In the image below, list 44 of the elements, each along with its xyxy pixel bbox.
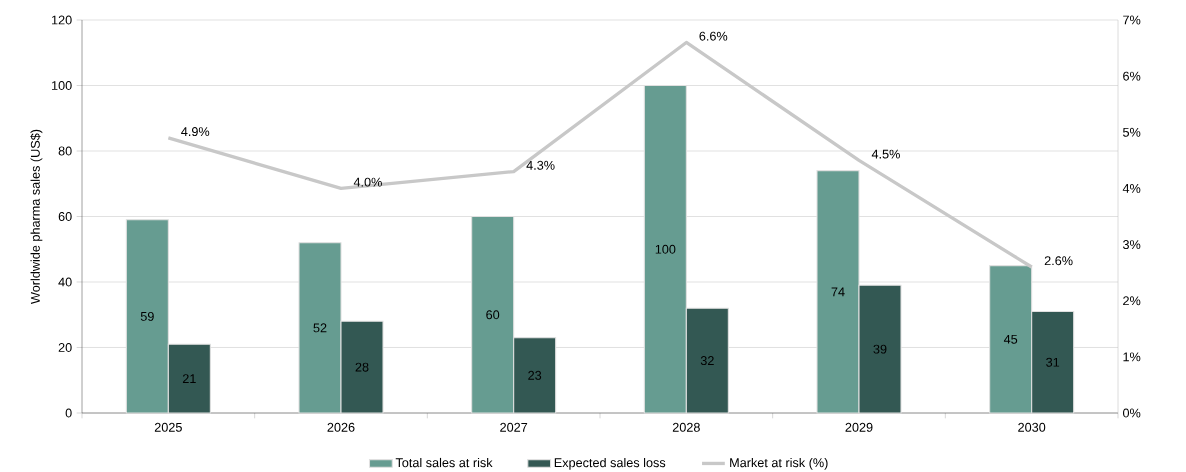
x-tick-label: 2027	[500, 422, 528, 432]
data-label: 6.6%	[699, 31, 728, 41]
data-label: 74	[831, 287, 845, 297]
data-label: 23	[528, 370, 542, 380]
y2-tick-label: 7%	[1123, 15, 1141, 25]
x-tick-label: 2030	[1018, 422, 1046, 432]
y2-tick-label: 4%	[1122, 184, 1141, 193]
data-label: 100	[655, 244, 676, 254]
y2-tick-label: 2%	[1123, 296, 1141, 306]
data-label: 4.3%	[526, 160, 555, 170]
data-label: 60	[486, 310, 500, 320]
legend-label: Market at risk (%)	[730, 457, 828, 470]
x-tick-label: 2029	[845, 422, 873, 432]
data-label: 59	[140, 311, 154, 321]
y2-tick-label: 3%	[1122, 240, 1141, 250]
y-tick-label: 100	[52, 81, 72, 90]
x-tick-label: 2028	[672, 422, 700, 432]
data-label: 4.9%	[181, 127, 210, 137]
data-label: 2.6%	[1044, 256, 1073, 266]
y-tick-label: 60	[58, 212, 72, 221]
data-label: 39	[873, 344, 887, 354]
y2-tick-label: 0%	[1123, 408, 1141, 418]
y-tick-label: 40	[58, 277, 72, 287]
data-label: 31	[1046, 357, 1060, 367]
x-tick-label: 2026	[327, 422, 355, 432]
data-label: 4.5%	[871, 149, 900, 159]
data-label: 32	[700, 356, 714, 366]
legend-label: Expected sales loss	[554, 457, 666, 470]
data-label: 52	[313, 323, 327, 333]
data-label: 45	[1003, 334, 1018, 344]
data-label: 21	[182, 374, 196, 384]
x-tick-label: 2025	[154, 422, 182, 432]
y2-tick-label: 5%	[1123, 127, 1141, 137]
y2-tick-label: 6%	[1123, 71, 1141, 81]
y-tick-label: 20	[58, 343, 72, 352]
y2-tick-label: 1%	[1123, 352, 1141, 362]
y-tick-label: 80	[58, 146, 72, 156]
y-axis-title: Worldwide pharma sales (US$)	[30, 129, 43, 304]
legend-label: Total sales at risk	[395, 457, 493, 468]
line-series	[166, 40, 1034, 269]
y-tick-label: 120	[52, 15, 72, 25]
data-label: 28	[355, 362, 369, 372]
y-tick-label: 0	[65, 408, 72, 418]
data-label: 4.0%	[353, 177, 382, 187]
